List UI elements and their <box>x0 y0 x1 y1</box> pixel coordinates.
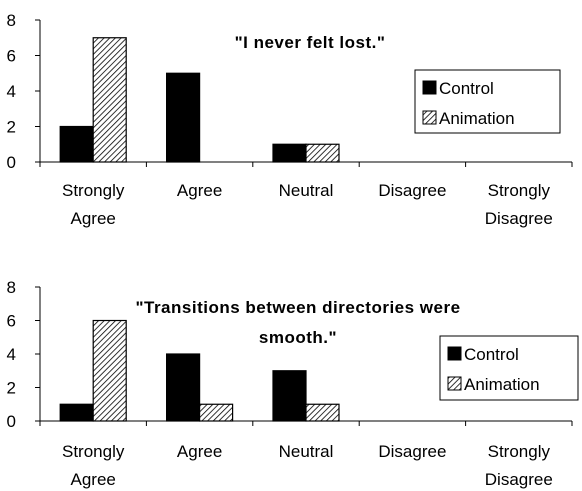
y-tick-label: 2 <box>7 379 16 398</box>
bar <box>92 319 127 422</box>
x-tick-label: Agree <box>177 442 222 461</box>
y-tick-label: 4 <box>7 82 16 101</box>
bar <box>305 143 340 163</box>
legend-box <box>414 69 561 134</box>
y-tick-label: 0 <box>7 412 16 431</box>
y-tick-label: 2 <box>7 118 16 137</box>
bar <box>92 37 127 163</box>
legend-box <box>439 335 579 401</box>
y-tick-label: 8 <box>7 11 16 30</box>
legend-label: Animation <box>439 109 515 128</box>
legend-swatch <box>422 110 437 125</box>
y-tick-label: 6 <box>7 47 16 66</box>
legend-label: Animation <box>464 375 540 394</box>
x-tick-label: Disagree <box>378 181 446 200</box>
y-tick-label: 4 <box>7 345 16 364</box>
x-tick-label: Strongly Agree <box>62 181 125 228</box>
chart-title: "Transitions between directories were smo… <box>135 298 460 347</box>
legend-swatch <box>447 346 462 361</box>
legend-swatch <box>422 80 437 95</box>
bar <box>166 353 201 422</box>
y-tick-label: 6 <box>7 312 16 331</box>
bar <box>272 143 307 163</box>
legend-label: Control <box>439 79 494 98</box>
x-tick-label: Neutral <box>279 181 334 200</box>
bar <box>59 125 94 163</box>
y-tick-label: 8 <box>7 278 16 297</box>
x-tick-label: Disagree <box>378 442 446 461</box>
x-tick-label: Strongly Disagree <box>485 181 553 228</box>
x-tick-label: Agree <box>177 181 222 200</box>
bar <box>59 403 94 422</box>
bar <box>305 403 340 422</box>
legend-swatch <box>447 376 462 391</box>
x-tick-label: Strongly Disagree <box>485 442 553 489</box>
x-tick-label: Neutral <box>279 442 334 461</box>
chart-title: "I never felt lost." <box>235 33 386 52</box>
y-tick-label: 0 <box>7 153 16 172</box>
bar <box>166 72 201 163</box>
bar <box>272 370 307 422</box>
x-tick-label: Strongly Agree <box>62 442 125 489</box>
bar <box>199 403 234 422</box>
legend-label: Control <box>464 345 519 364</box>
